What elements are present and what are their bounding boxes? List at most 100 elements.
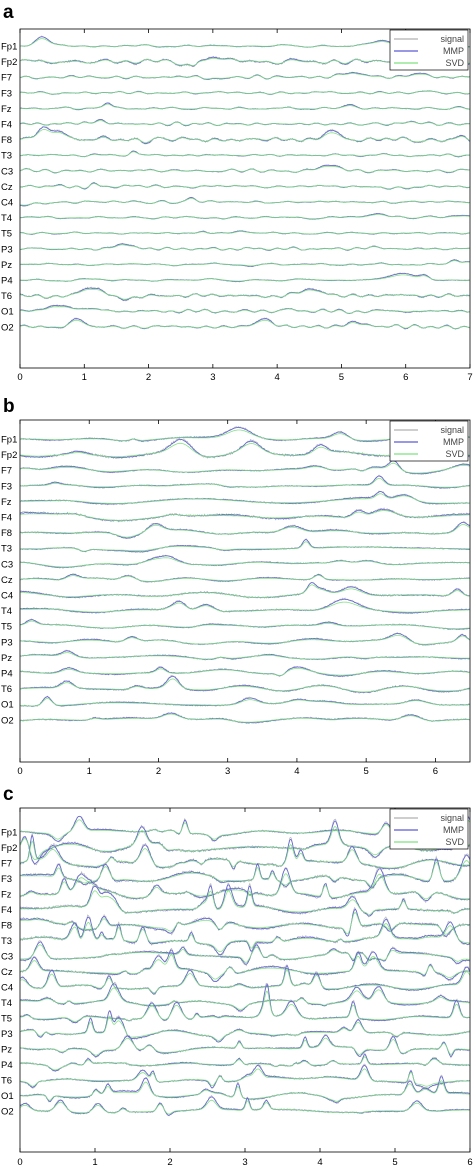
trace-f4-mmp — [20, 884, 470, 917]
x-tick-label: 0 — [17, 372, 22, 383]
x-tick-label: 1 — [92, 1157, 97, 1168]
x-tick-label: 3 — [210, 372, 215, 383]
trace-c3-svd — [20, 165, 470, 173]
trace-o1-mmp — [20, 305, 470, 315]
channel-label-fz: Fz — [1, 104, 12, 115]
trace-o1-signal — [20, 695, 470, 708]
trace-t6-signal — [20, 675, 470, 694]
x-tick-label: 0 — [17, 1157, 22, 1168]
trace-t3-svd — [20, 541, 470, 552]
channel-label-f3: F3 — [1, 481, 12, 492]
trace-o2-mmp — [20, 712, 470, 724]
channel-label-o2: O2 — [1, 322, 14, 333]
trace-p3-mmp — [20, 632, 470, 646]
channel-label-t6: T6 — [1, 291, 12, 302]
trace-o2-svd — [20, 1099, 470, 1115]
trace-f7-svd — [20, 840, 470, 869]
channel-label-c3: C3 — [1, 952, 13, 963]
trace-c3-signal — [20, 554, 470, 569]
trace-t3-mmp — [20, 539, 470, 553]
panel-letter: c — [3, 784, 14, 805]
legend-label-signal: signal — [440, 34, 464, 44]
x-tick-label: 4 — [274, 372, 279, 383]
trace-t4-svd — [20, 213, 470, 220]
trace-pz-mmp — [20, 1035, 470, 1058]
trace-c4-mmp — [20, 964, 470, 995]
channel-label-t4: T4 — [1, 606, 12, 617]
channel-label-pz: Pz — [1, 260, 12, 271]
trace-f3-svd — [20, 860, 470, 887]
trace-t6-svd — [20, 288, 470, 300]
trace-fz-svd — [20, 493, 470, 504]
trace-f8-signal — [20, 520, 470, 540]
x-tick-label: 1 — [82, 372, 87, 383]
legend-label-mmp: MMP — [443, 46, 464, 56]
channel-label-o1: O1 — [1, 307, 14, 318]
x-tick-label: 1 — [87, 766, 92, 777]
channel-label-o2: O2 — [1, 715, 14, 726]
trace-f4-svd — [20, 120, 470, 126]
trace-cz-mmp — [20, 949, 470, 982]
trace-c3-mmp — [20, 941, 470, 965]
trace-f4-svd — [20, 510, 470, 521]
channel-label-o2: O2 — [1, 1107, 14, 1118]
trace-c3-signal — [20, 940, 470, 967]
trace-o2-svd — [20, 713, 470, 723]
channel-label-f8: F8 — [1, 135, 12, 146]
x-tick-label: 6 — [467, 1157, 472, 1168]
trace-p4-mmp — [20, 1054, 470, 1072]
x-tick-label: 2 — [156, 766, 161, 777]
trace-p3-signal — [20, 242, 470, 252]
legend-label-signal: signal — [440, 813, 464, 823]
channel-label-o1: O1 — [1, 1091, 14, 1102]
legend: signal MMP SVD — [389, 808, 469, 850]
channel-label-fp1: Fp1 — [1, 828, 17, 839]
trace-o1-svd — [20, 306, 470, 314]
trace-f3-svd — [20, 477, 470, 488]
channel-label-f4: F4 — [1, 120, 12, 131]
channel-label-t5: T5 — [1, 1014, 12, 1025]
trace-t5-svd — [20, 231, 470, 235]
channel-label-f7: F7 — [1, 73, 12, 84]
legend-label-svd: SVD — [445, 837, 464, 847]
trace-c4-svd — [20, 584, 470, 598]
trace-c4-svd — [20, 969, 470, 994]
legend: signal MMP SVD — [389, 420, 469, 462]
channel-label-fz: Fz — [1, 497, 12, 508]
panel-a: a Fp1 Fp2 F7 F3 Fz F4 F8 T3 C3 Cz C4 T4 T5 P3 Pz P4 T6 O1 O… — [1, 2, 473, 383]
x-tick-label: 4 — [294, 766, 299, 777]
trace-f4-signal — [20, 507, 470, 523]
trace-f8-signal — [20, 126, 470, 145]
trace-f4-svd — [20, 890, 470, 915]
trace-f3-svd — [20, 90, 470, 95]
x-tick-label: 3 — [225, 766, 230, 777]
x-tick-label: 5 — [392, 1157, 397, 1168]
trace-cz-svd — [20, 183, 470, 190]
trace-p4-svd — [20, 668, 470, 676]
trace-pz-signal — [20, 649, 470, 661]
plot-frame — [19, 419, 471, 763]
legend-label-signal: signal — [440, 425, 464, 435]
trace-c4-signal — [20, 964, 470, 996]
channel-label-o1: O1 — [1, 700, 14, 711]
trace-c3-svd — [20, 944, 470, 963]
plot-frame — [19, 807, 471, 1153]
panel-letter: a — [3, 2, 14, 23]
channel-label-fp2: Fp2 — [1, 57, 17, 68]
panel-c: c Fp1 Fp2 F7 F3 Fz F4 F8 T3 C3 Cz C4 T4 T5 P3 Pz P4 T6 O1 O… — [1, 784, 473, 1168]
traces — [20, 425, 470, 724]
x-tick-label: 6 — [433, 766, 438, 777]
x-tick-label: 5 — [339, 372, 344, 383]
channel-label-fp1: Fp1 — [1, 42, 17, 53]
channel-label-f4: F4 — [1, 513, 12, 524]
channel-label-t6: T6 — [1, 1076, 12, 1087]
channel-label-cz: Cz — [1, 575, 13, 586]
trace-t4-svd — [20, 987, 470, 1010]
channel-label-c3: C3 — [1, 559, 13, 570]
trace-f7-signal — [20, 459, 470, 475]
channel-label-t3: T3 — [1, 151, 12, 162]
channel-label-c3: C3 — [1, 166, 13, 177]
trace-t3-mmp — [20, 916, 470, 956]
trace-p3-svd — [20, 1015, 470, 1041]
